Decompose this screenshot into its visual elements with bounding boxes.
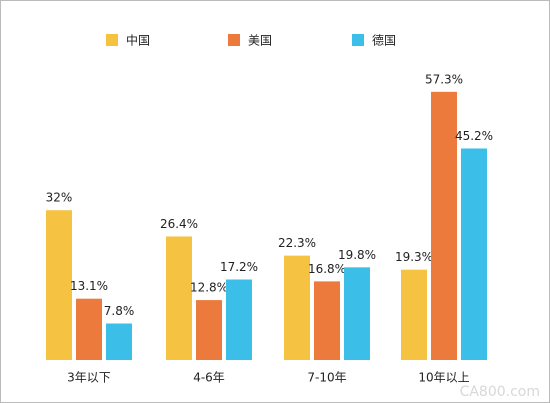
- bar: [344, 267, 370, 360]
- bar: [226, 279, 252, 360]
- bar: [46, 210, 72, 360]
- x-tick-label: 3年以下: [67, 371, 111, 385]
- value-label: 57.3%: [425, 72, 463, 86]
- value-label: 19.3%: [395, 250, 433, 264]
- x-tick-label: 7-10年: [307, 371, 346, 385]
- bar: [461, 148, 487, 360]
- legend-swatch: [228, 34, 240, 46]
- value-label: 13.1%: [70, 279, 108, 293]
- bar: [284, 255, 310, 360]
- x-tick-label: 4-6年: [193, 371, 225, 385]
- bar: [166, 236, 192, 360]
- value-label: 19.8%: [338, 248, 376, 262]
- x-tick-label: 10年以上: [418, 371, 469, 385]
- bar: [431, 91, 457, 360]
- legend-label: 德国: [372, 33, 396, 48]
- bar: [314, 281, 340, 360]
- value-label: 12.8%: [190, 281, 228, 295]
- legend-swatch: [106, 34, 118, 46]
- bar: [196, 300, 222, 360]
- watermark: CA800.com: [460, 384, 540, 400]
- value-label: 22.3%: [278, 236, 316, 250]
- legend-label: 美国: [248, 34, 272, 48]
- value-label: 7.8%: [104, 304, 135, 318]
- legend-swatch: [352, 34, 364, 46]
- bar: [76, 298, 102, 360]
- bar: [106, 323, 132, 360]
- value-label: 17.2%: [220, 260, 258, 274]
- value-label: 16.8%: [308, 262, 346, 276]
- bar: [401, 269, 427, 360]
- legend-label: 中国: [126, 33, 150, 48]
- value-label: 45.2%: [455, 129, 493, 143]
- value-label: 26.4%: [160, 217, 198, 231]
- value-label: 32%: [46, 191, 73, 205]
